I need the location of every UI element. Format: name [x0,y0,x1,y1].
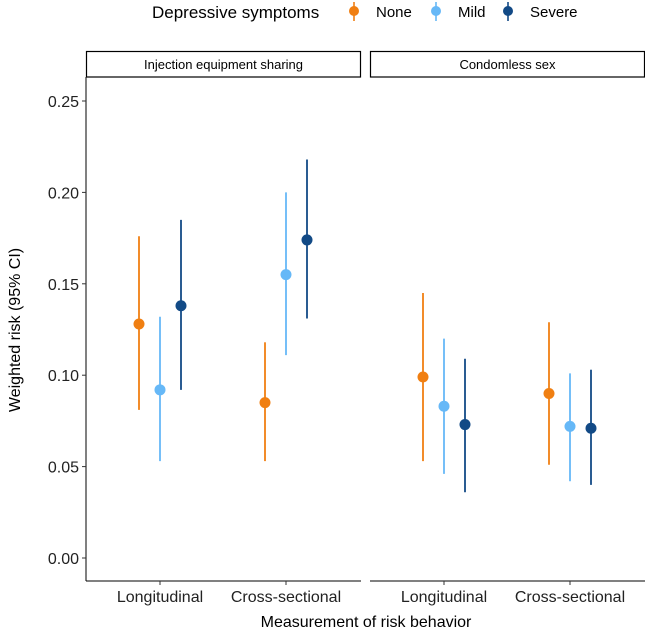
point-condomless-none [543,387,555,399]
y-tick-label: 0.05 [48,460,79,477]
y-tick-label: 0.20 [48,185,79,202]
point-injection-none [133,318,145,330]
y-axis-title: Weighted risk (95% CI) [7,248,24,412]
x-axis-title: Measurement of risk behavior [261,614,472,630]
facet-strip-condomless [369,50,645,78]
point-injection-mild [280,269,292,281]
legend-key-point-severe [503,6,513,16]
x-tick-label: Cross-sectional [515,589,625,606]
x-tick-label: Longitudinal [117,589,203,606]
point-condomless-mild [564,420,576,432]
point-condomless-severe [585,422,597,434]
facet-strip-injection [85,50,362,78]
facet-title-injection: Injection equipment sharing [144,57,303,72]
legend-label-mild: Mild [458,4,486,21]
legend-key-point-mild [431,6,441,16]
point-injection-severe [301,234,313,246]
legend-title: Depressive symptoms [152,3,319,22]
legend-key-point-none [349,6,359,16]
x-tick-label: Longitudinal [401,589,487,606]
facet-title-condomless: Condomless sex [459,57,556,72]
point-condomless-severe [459,419,471,431]
point-condomless-none [417,371,429,383]
y-tick-label: 0.00 [48,551,79,568]
x-tick-label: Cross-sectional [231,589,341,606]
legend-label-none: None [376,4,412,21]
y-tick-label: 0.10 [48,368,79,385]
legend-label-severe: Severe [530,4,578,21]
point-injection-severe [175,300,187,312]
point-injection-none [259,397,271,409]
point-injection-mild [154,384,166,396]
y-tick-label: 0.15 [48,277,79,294]
point-condomless-mild [438,400,450,412]
y-tick-label: 0.25 [48,94,79,111]
